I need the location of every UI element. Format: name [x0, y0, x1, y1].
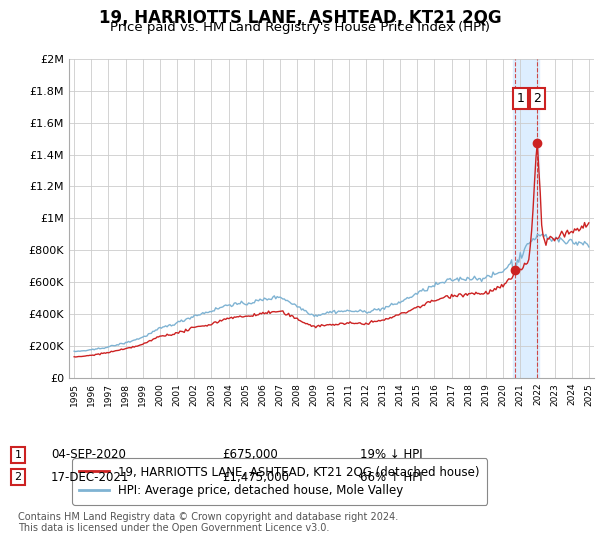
Text: £1,475,000: £1,475,000: [222, 470, 289, 484]
Text: 2: 2: [533, 92, 541, 105]
Text: £675,000: £675,000: [222, 448, 278, 461]
Text: 17-DEC-2021: 17-DEC-2021: [51, 470, 130, 484]
Text: 04-SEP-2020: 04-SEP-2020: [51, 448, 126, 461]
Text: Price paid vs. HM Land Registry's House Price Index (HPI): Price paid vs. HM Land Registry's House …: [110, 21, 490, 34]
Legend: 19, HARRIOTTS LANE, ASHTEAD, KT21 2QG (detached house), HPI: Average price, deta: 19, HARRIOTTS LANE, ASHTEAD, KT21 2QG (d…: [72, 459, 487, 505]
Bar: [514, 59, 539, 378]
Text: 2: 2: [14, 472, 22, 482]
Text: 1: 1: [14, 450, 22, 460]
Text: 19% ↓ HPI: 19% ↓ HPI: [360, 448, 422, 461]
Text: This data is licensed under the Open Government Licence v3.0.: This data is licensed under the Open Gov…: [18, 523, 329, 533]
Text: 19, HARRIOTTS LANE, ASHTEAD, KT21 2QG: 19, HARRIOTTS LANE, ASHTEAD, KT21 2QG: [98, 9, 502, 27]
Text: 66% ↑ HPI: 66% ↑ HPI: [360, 470, 422, 484]
Text: 1: 1: [516, 92, 524, 105]
Text: Contains HM Land Registry data © Crown copyright and database right 2024.: Contains HM Land Registry data © Crown c…: [18, 512, 398, 522]
